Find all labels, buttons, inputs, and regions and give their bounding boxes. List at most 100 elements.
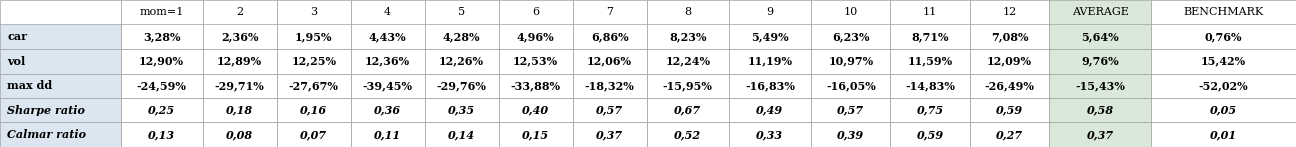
Text: 0,07: 0,07	[301, 129, 328, 140]
Bar	[121, 49, 202, 74]
Bar	[425, 49, 499, 74]
Text: AVERAGE: AVERAGE	[1072, 7, 1129, 17]
Bar	[1151, 98, 1296, 122]
Text: 0,36: 0,36	[375, 105, 402, 116]
Bar	[121, 25, 202, 49]
Text: -16,83%: -16,83%	[745, 80, 794, 91]
Bar	[499, 25, 573, 49]
Bar	[890, 98, 969, 122]
Bar	[811, 0, 890, 25]
Bar	[969, 98, 1050, 122]
Bar	[890, 25, 969, 49]
Text: 4,96%: 4,96%	[517, 31, 555, 42]
Bar	[0, 0, 121, 25]
Text: 2,36%: 2,36%	[222, 31, 258, 42]
Text: -29,76%: -29,76%	[437, 80, 486, 91]
Text: 7,08%: 7,08%	[991, 31, 1029, 42]
Text: -27,67%: -27,67%	[289, 80, 338, 91]
Text: 8: 8	[684, 7, 691, 17]
Text: 9,76%: 9,76%	[1081, 56, 1118, 67]
Bar	[969, 25, 1050, 49]
Text: 0,39: 0,39	[837, 129, 864, 140]
Text: 1,95%: 1,95%	[295, 31, 333, 42]
Bar	[728, 25, 811, 49]
Text: 6,86%: 6,86%	[591, 31, 629, 42]
Text: 11,59%: 11,59%	[907, 56, 953, 67]
Text: 4: 4	[384, 7, 391, 17]
Bar	[202, 0, 277, 25]
Text: 15,42%: 15,42%	[1201, 56, 1245, 67]
Text: -15,95%: -15,95%	[662, 80, 713, 91]
Bar	[425, 74, 499, 98]
Bar	[969, 74, 1050, 98]
Text: 12,53%: 12,53%	[513, 56, 559, 67]
Bar	[890, 122, 969, 147]
Bar	[351, 98, 425, 122]
Text: max dd: max dd	[8, 80, 52, 91]
Bar	[277, 122, 351, 147]
Bar	[1151, 0, 1296, 25]
Text: 6: 6	[533, 7, 539, 17]
Bar	[351, 49, 425, 74]
Text: 3,28%: 3,28%	[143, 31, 180, 42]
Bar	[499, 74, 573, 98]
Bar	[499, 122, 573, 147]
Text: 0,59: 0,59	[997, 105, 1024, 116]
Text: 9: 9	[766, 7, 774, 17]
Bar	[811, 74, 890, 98]
Text: 12: 12	[1003, 7, 1017, 17]
Bar	[1151, 49, 1296, 74]
Text: 0,76%: 0,76%	[1205, 31, 1242, 42]
Text: -26,49%: -26,49%	[985, 80, 1034, 91]
Text: 10: 10	[844, 7, 858, 17]
Bar	[121, 74, 202, 98]
Bar	[728, 122, 811, 147]
Bar	[425, 0, 499, 25]
Bar	[728, 0, 811, 25]
Text: 0,05: 0,05	[1210, 105, 1236, 116]
Text: 0,59: 0,59	[916, 129, 943, 140]
Bar	[0, 49, 121, 74]
Text: 0,37: 0,37	[596, 129, 623, 140]
Text: 12,36%: 12,36%	[365, 56, 411, 67]
Text: 0,16: 0,16	[301, 105, 328, 116]
Bar	[425, 98, 499, 122]
Bar	[647, 25, 728, 49]
Text: 0,57: 0,57	[837, 105, 864, 116]
Bar	[0, 122, 121, 147]
Text: mom=1: mom=1	[140, 7, 184, 17]
Text: 0,35: 0,35	[448, 105, 476, 116]
Text: -29,71%: -29,71%	[215, 80, 264, 91]
Text: -39,45%: -39,45%	[363, 80, 412, 91]
Bar	[1050, 98, 1151, 122]
Text: 0,67: 0,67	[674, 105, 701, 116]
Text: 4,28%: 4,28%	[443, 31, 481, 42]
Bar	[499, 0, 573, 25]
Bar	[647, 0, 728, 25]
Bar	[573, 0, 647, 25]
Bar	[890, 74, 969, 98]
Text: -52,02%: -52,02%	[1199, 80, 1248, 91]
Bar	[1050, 49, 1151, 74]
Bar	[277, 0, 351, 25]
Text: 0,11: 0,11	[375, 129, 402, 140]
Text: 0,01: 0,01	[1210, 129, 1236, 140]
Bar	[647, 98, 728, 122]
Text: 8,23%: 8,23%	[669, 31, 706, 42]
Bar	[351, 25, 425, 49]
Bar	[0, 25, 121, 49]
Text: 5,49%: 5,49%	[752, 31, 789, 42]
Bar	[202, 49, 277, 74]
Bar	[811, 122, 890, 147]
Bar	[728, 74, 811, 98]
Text: 0,14: 0,14	[448, 129, 476, 140]
Bar	[890, 49, 969, 74]
Bar	[351, 0, 425, 25]
Bar	[499, 98, 573, 122]
Text: -33,88%: -33,88%	[511, 80, 561, 91]
Text: 10,97%: 10,97%	[828, 56, 874, 67]
Bar	[202, 74, 277, 98]
Bar	[811, 98, 890, 122]
Bar	[811, 25, 890, 49]
Bar	[969, 122, 1050, 147]
